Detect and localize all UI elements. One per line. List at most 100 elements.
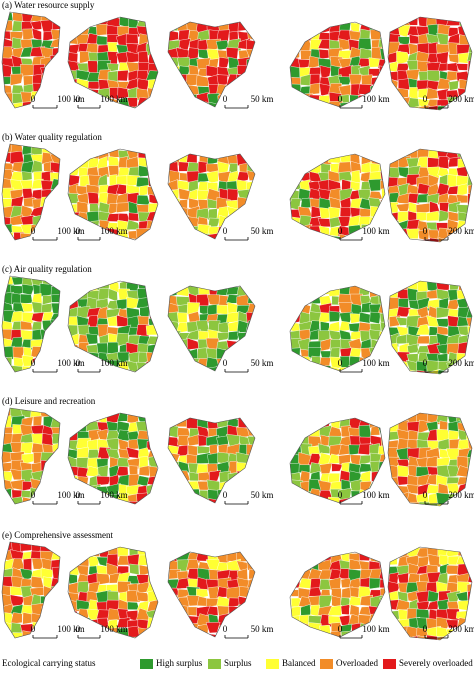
district xyxy=(407,590,419,603)
district xyxy=(10,73,24,86)
district xyxy=(136,637,150,638)
district xyxy=(2,426,14,435)
district xyxy=(118,636,132,638)
panel-title: (b) Water quality regulation xyxy=(2,132,102,142)
district xyxy=(236,497,252,503)
district xyxy=(290,103,303,107)
scale-start: 0 xyxy=(423,358,428,368)
district xyxy=(448,201,461,213)
scale-end: 50 km xyxy=(251,490,274,500)
district xyxy=(466,371,472,374)
district xyxy=(388,635,401,640)
district xyxy=(358,83,373,95)
district xyxy=(188,471,201,482)
scale-end: 100 km xyxy=(100,490,127,500)
scale-start: 0 xyxy=(76,358,81,368)
district xyxy=(168,613,181,626)
district xyxy=(457,341,470,356)
district xyxy=(379,235,385,239)
district xyxy=(146,617,158,630)
scale-start: 0 xyxy=(338,94,343,104)
scale-end: 100 km xyxy=(362,226,389,236)
legend-swatch xyxy=(320,659,333,669)
scale-end: 100 km xyxy=(57,226,84,236)
district xyxy=(116,106,131,108)
scale-start: 0 xyxy=(338,490,343,500)
district xyxy=(239,479,251,491)
district xyxy=(118,448,130,460)
district xyxy=(10,632,25,638)
district xyxy=(23,346,33,357)
district xyxy=(308,366,323,371)
district xyxy=(109,87,119,101)
district xyxy=(238,614,249,627)
district xyxy=(245,286,255,298)
scale-end: 50 km xyxy=(251,358,274,368)
district xyxy=(245,596,255,606)
district xyxy=(175,367,191,371)
district xyxy=(41,606,55,616)
district xyxy=(145,236,158,240)
scale-end: 50 km xyxy=(251,226,274,236)
district xyxy=(68,281,81,292)
scale-end: 100 km xyxy=(57,358,84,368)
district xyxy=(338,320,351,332)
district xyxy=(68,211,80,224)
district xyxy=(379,75,385,87)
district xyxy=(468,342,472,356)
region-map xyxy=(388,413,472,506)
district xyxy=(337,161,352,174)
district xyxy=(236,470,251,484)
district xyxy=(68,104,79,108)
panel-title: (a) Water resource supply xyxy=(2,0,95,10)
district xyxy=(50,293,60,303)
district xyxy=(406,333,421,347)
district xyxy=(328,100,344,107)
district xyxy=(457,52,470,64)
district xyxy=(395,625,408,640)
district xyxy=(360,633,373,637)
district xyxy=(168,366,181,371)
district xyxy=(358,38,372,52)
district xyxy=(378,331,385,343)
district xyxy=(40,91,55,103)
district xyxy=(308,286,321,298)
district xyxy=(447,211,461,222)
district xyxy=(226,497,241,503)
district xyxy=(227,358,238,369)
district xyxy=(87,81,101,90)
district xyxy=(186,631,200,637)
district xyxy=(395,87,409,99)
scale-end: 200 km xyxy=(448,358,474,368)
district xyxy=(436,77,451,90)
district xyxy=(436,281,450,291)
district xyxy=(69,474,78,488)
district xyxy=(40,567,54,580)
district xyxy=(50,319,60,332)
district xyxy=(168,198,181,209)
district xyxy=(468,554,472,568)
district xyxy=(176,234,191,239)
map-outline xyxy=(1,541,61,639)
district xyxy=(40,408,54,417)
district xyxy=(39,283,53,298)
district xyxy=(388,281,400,293)
district xyxy=(176,487,190,502)
district xyxy=(177,500,191,503)
district xyxy=(247,74,255,86)
district xyxy=(469,34,472,48)
district xyxy=(468,565,472,577)
scale-end: 100 km xyxy=(100,226,127,236)
district xyxy=(407,193,420,204)
district xyxy=(436,51,449,65)
scale-end: 200 km xyxy=(448,226,474,236)
district xyxy=(68,573,78,585)
district xyxy=(149,565,158,576)
district xyxy=(49,207,60,219)
district xyxy=(117,70,129,82)
district xyxy=(290,434,302,448)
district xyxy=(456,476,470,486)
district xyxy=(299,100,312,107)
district xyxy=(237,224,252,238)
district xyxy=(291,286,302,297)
